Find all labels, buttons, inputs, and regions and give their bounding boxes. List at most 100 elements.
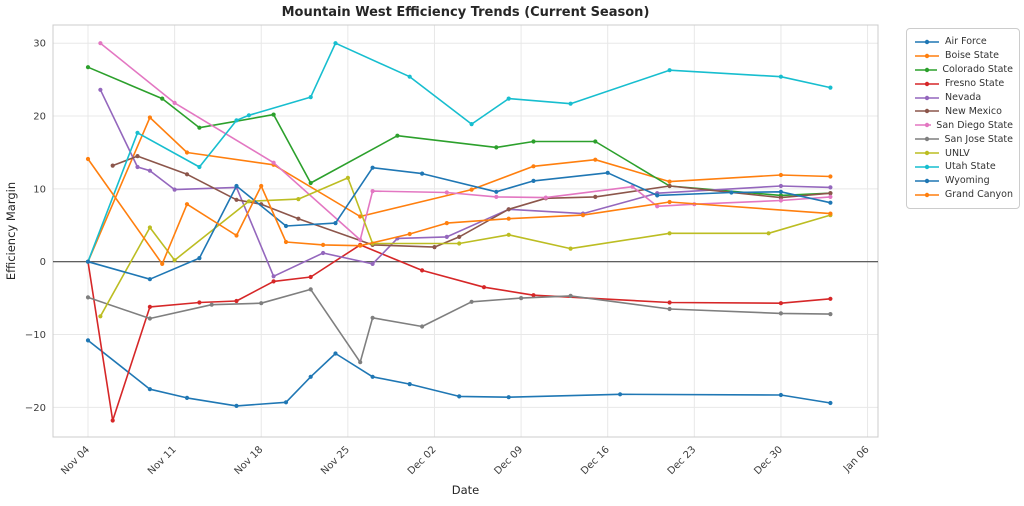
x-tick-label: Nov 18 xyxy=(233,444,266,477)
data-point xyxy=(531,293,536,298)
legend-item-boise-state: Boise State xyxy=(914,49,1013,63)
data-point xyxy=(506,216,511,221)
data-point xyxy=(271,160,276,165)
data-point xyxy=(531,178,536,183)
data-point xyxy=(85,259,91,264)
legend-label: Utah State xyxy=(945,161,996,173)
data-point xyxy=(296,216,301,221)
legend-line-swatch xyxy=(915,95,939,100)
data-point xyxy=(729,190,734,195)
legend-line-swatch xyxy=(915,150,939,156)
y-tick-label: 10 xyxy=(33,184,46,195)
data-point xyxy=(333,351,338,356)
data-point xyxy=(147,115,152,120)
gridlines xyxy=(53,25,878,437)
data-point xyxy=(531,164,536,169)
data-point xyxy=(828,185,833,190)
legend-label: Fresno State xyxy=(945,78,1005,90)
data-point xyxy=(828,312,833,317)
legend-label: San Diego State xyxy=(936,119,1013,131)
legend-line-swatch xyxy=(915,136,939,142)
data-point xyxy=(395,133,400,138)
series-colorado-state xyxy=(85,65,833,198)
data-point xyxy=(358,360,363,365)
data-point xyxy=(98,314,103,319)
plot-border xyxy=(52,24,879,438)
y-axis-label: Efficiency Margin xyxy=(4,181,18,281)
legend-item-air-force: Air Force xyxy=(914,35,1013,49)
data-point xyxy=(494,194,499,199)
data-point xyxy=(469,122,474,127)
data-point xyxy=(184,395,190,400)
data-point xyxy=(147,225,152,230)
data-point xyxy=(543,195,548,200)
data-point xyxy=(667,300,672,305)
data-point xyxy=(457,241,462,246)
y-tick-labels: 30 20 10 0 −10 −20 xyxy=(25,39,46,414)
data-point xyxy=(370,165,375,170)
data-point xyxy=(85,295,91,300)
data-point xyxy=(197,256,202,261)
x-tick-label: Dec 23 xyxy=(666,444,699,477)
data-point xyxy=(667,68,672,73)
legend-item-utah-state: Utah State xyxy=(914,160,1013,174)
y-tick-label: −20 xyxy=(25,403,46,414)
data-point xyxy=(308,287,313,292)
data-point xyxy=(98,41,103,46)
data-point xyxy=(494,189,499,194)
x-tick-label: Nov 11 xyxy=(146,444,179,477)
series-san-diego-state xyxy=(98,41,833,242)
data-point xyxy=(667,179,672,184)
data-point xyxy=(209,302,214,307)
data-point xyxy=(828,211,833,216)
data-point xyxy=(85,338,91,343)
data-point xyxy=(308,180,313,186)
data-point xyxy=(444,221,449,226)
data-point xyxy=(197,164,202,170)
x-tick-label: Nov 25 xyxy=(319,444,352,477)
data-point xyxy=(85,65,91,70)
data-point xyxy=(667,231,672,236)
data-point xyxy=(147,277,152,282)
data-point xyxy=(296,197,301,202)
data-point xyxy=(283,223,289,229)
data-point xyxy=(593,157,598,162)
data-point xyxy=(828,174,833,179)
data-point xyxy=(184,150,190,155)
data-point xyxy=(271,274,276,279)
series-line xyxy=(87,244,832,422)
data-point xyxy=(147,387,152,392)
data-point xyxy=(778,311,784,316)
data-point xyxy=(321,242,326,247)
data-point xyxy=(519,296,524,301)
series-line xyxy=(87,166,832,281)
legend-line-swatch xyxy=(915,67,938,72)
data-point xyxy=(283,400,289,405)
data-point xyxy=(234,298,239,304)
data-point xyxy=(370,374,375,379)
data-point xyxy=(234,197,239,202)
data-point xyxy=(778,74,784,79)
data-point xyxy=(457,234,462,239)
series-new-mexico xyxy=(110,154,833,250)
data-point xyxy=(246,113,251,118)
data-point xyxy=(580,213,586,218)
x-tick-labels: Nov 04 Nov 11 Nov 18 Nov 25 Dec 02 Dec 09 Dec … xyxy=(59,444,871,477)
data-point xyxy=(494,145,499,150)
legend-item-grand-canyon: Grand Canyon xyxy=(914,188,1013,202)
legend-line-swatch xyxy=(915,109,939,114)
x-tick-label: Nov 04 xyxy=(59,444,92,477)
data-point xyxy=(655,204,660,209)
data-point xyxy=(593,194,598,199)
legend-label: New Mexico xyxy=(945,105,1002,117)
legend-label: Colorado State xyxy=(942,64,1013,76)
series-wyoming xyxy=(85,165,833,282)
data-point xyxy=(333,41,338,46)
data-point xyxy=(655,193,660,198)
data-point xyxy=(110,163,115,168)
data-point xyxy=(246,199,251,204)
data-point xyxy=(568,101,573,106)
legend-line-swatch xyxy=(915,178,939,184)
legend-line-swatch xyxy=(915,81,939,86)
